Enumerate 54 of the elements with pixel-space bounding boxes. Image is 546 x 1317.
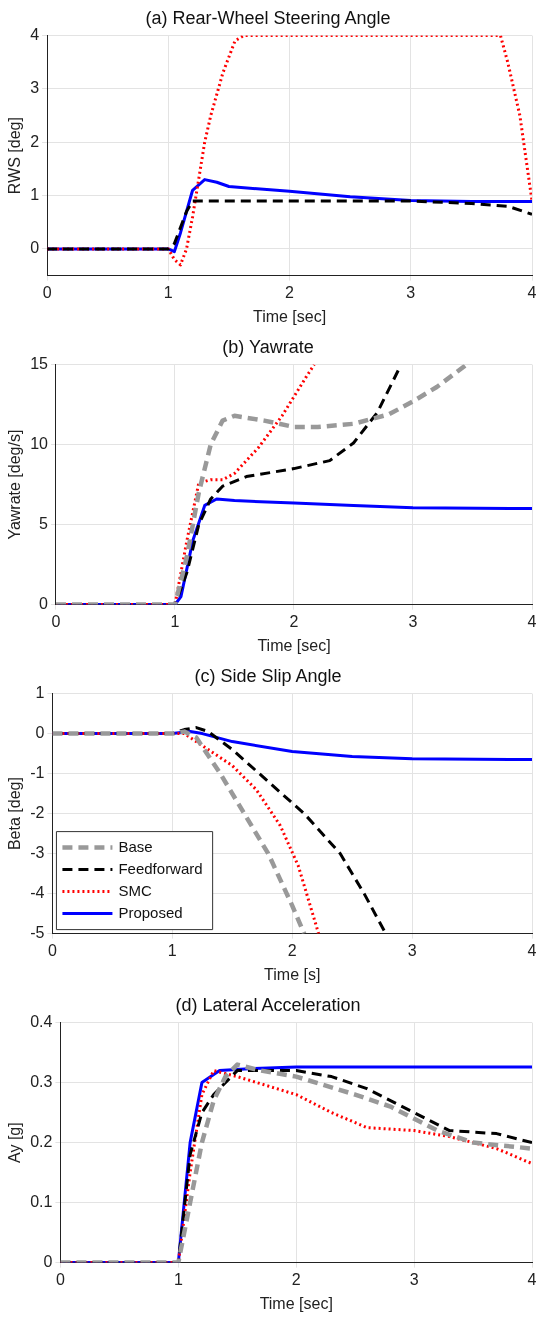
- legend-label: Feedforward: [118, 859, 203, 877]
- y-tick-label: 4: [30, 26, 40, 44]
- x-tick-label: 4: [527, 283, 537, 301]
- y-tick-label: -3: [30, 844, 45, 862]
- y-tick-label: 0: [35, 724, 45, 742]
- y-tick-label: 0.3: [30, 1073, 53, 1091]
- chart-title: (c) Side Slip Angle: [194, 665, 342, 686]
- x-tick-label: 3: [408, 612, 418, 630]
- legend-label: SMC: [118, 881, 152, 899]
- y-tick-label: 2: [30, 132, 40, 150]
- x-axis-title: Time [sec]: [252, 307, 327, 325]
- x-tick-label: 0: [55, 1270, 65, 1288]
- y-tick-label: 0.1: [30, 1193, 53, 1211]
- y-axis-title: Yawrate [deg/s]: [6, 429, 24, 540]
- chart-title: (d) Lateral Acceleration: [175, 994, 361, 1015]
- y-axis-title: RWS [deg]: [6, 117, 24, 195]
- x-axis-title: Time [s]: [264, 965, 321, 983]
- x-tick-label: 1: [163, 283, 173, 301]
- legend-label: Proposed: [118, 903, 183, 921]
- x-tick-label: 2: [289, 612, 299, 630]
- x-tick-label: 1: [167, 941, 177, 959]
- legend-label: Base: [118, 837, 153, 855]
- chart-title: (a) Rear-Wheel Steering Angle: [145, 7, 391, 28]
- x-axis-title: Time [sec]: [257, 636, 331, 654]
- x-tick-label: 2: [291, 1270, 301, 1288]
- chart-title: (b) Yawrate: [222, 336, 314, 357]
- y-tick-label: 1: [35, 684, 45, 702]
- y-axis-title: Beta [deg]: [6, 777, 24, 851]
- x-tick-label: 3: [406, 283, 416, 301]
- y-tick-label: -4: [30, 884, 45, 902]
- y-tick-label: -5: [30, 924, 45, 942]
- x-tick-label: 4: [527, 1270, 537, 1288]
- y-tick-label: 0.4: [30, 1013, 53, 1031]
- y-axis-title: Ay [g]: [6, 1122, 24, 1163]
- x-tick-label: 2: [285, 283, 295, 301]
- y-tick-label: 5: [39, 515, 49, 533]
- y-tick-label: 3: [30, 79, 40, 97]
- y-tick-label: 15: [30, 355, 49, 373]
- y-tick-label: 10: [30, 435, 49, 453]
- x-tick-label: 1: [170, 612, 180, 630]
- x-tick-label: 2: [287, 941, 297, 959]
- x-tick-label: 4: [527, 941, 537, 959]
- x-tick-label: 3: [409, 1270, 419, 1288]
- x-axis-title: Time [sec]: [259, 1294, 333, 1312]
- x-tick-label: 1: [173, 1270, 183, 1288]
- y-tick-label: -2: [30, 804, 45, 822]
- x-tick-label: 4: [527, 612, 537, 630]
- y-tick-label: 1: [30, 186, 40, 204]
- x-tick-label: 3: [407, 941, 417, 959]
- y-tick-label: 0.2: [30, 1133, 53, 1151]
- y-tick-label: 0: [39, 595, 49, 613]
- y-tick-label: 0: [30, 239, 40, 257]
- y-tick-label: -1: [30, 764, 45, 782]
- y-tick-label: 0: [43, 1253, 53, 1271]
